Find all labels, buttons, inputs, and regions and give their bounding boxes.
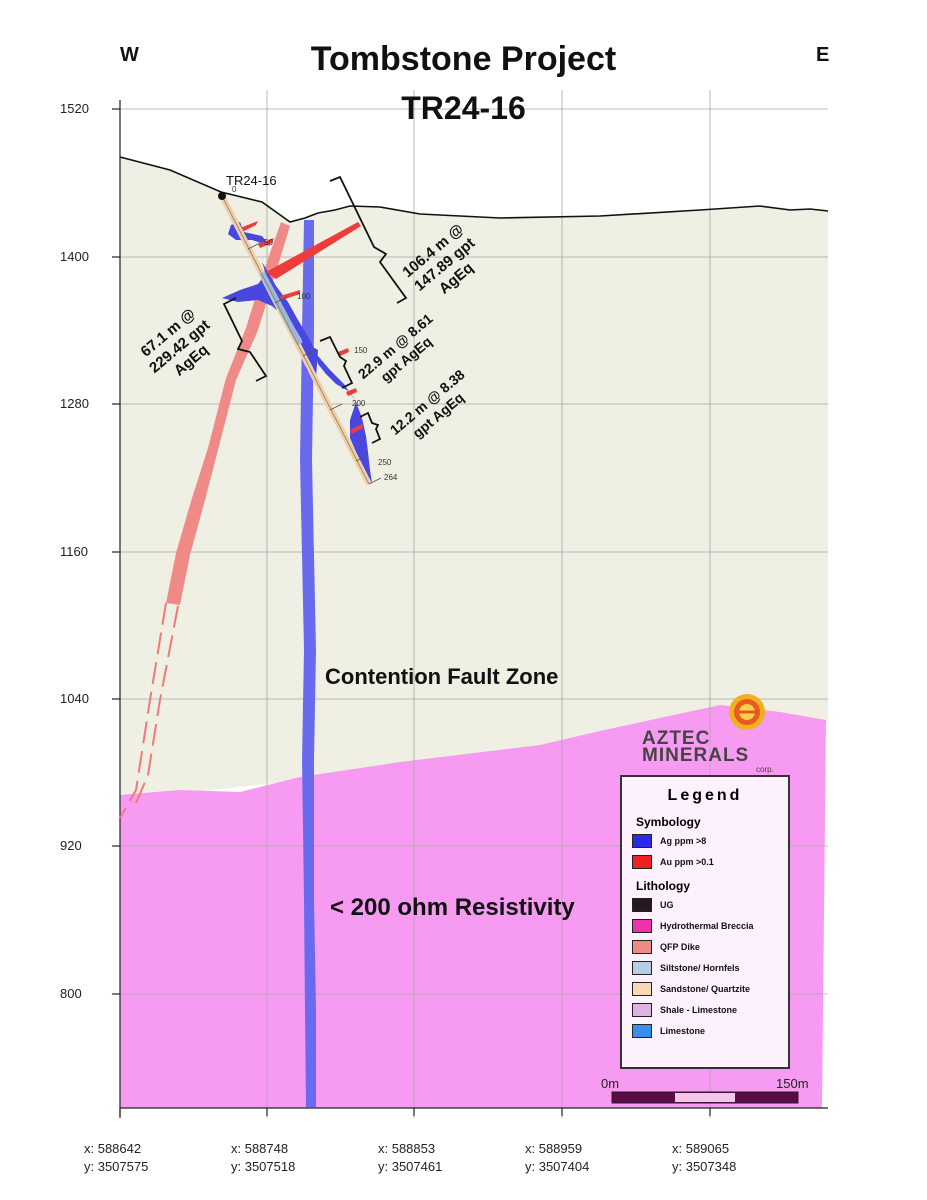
axes — [112, 100, 828, 1118]
legend-item: Hydrothermal Breccia — [632, 918, 788, 933]
legend-swatch — [632, 854, 652, 869]
elevation-label: 1520 — [60, 101, 89, 116]
elevation-label: 1280 — [60, 396, 89, 411]
legend-panel: Legend Symbology Ag ppm >8 Au ppm >0.1 L… — [620, 775, 790, 1069]
fault-zone-label: Contention Fault Zone — [325, 664, 559, 689]
depth-tick-label: 250 — [378, 458, 392, 467]
legend-item: Sandstone/ Quartzite — [632, 981, 788, 996]
aztec-logo: AZTEC MINERALS corp. — [642, 728, 774, 774]
depth-tick-label: 200 — [352, 399, 366, 408]
contention-fault-dike — [300, 220, 316, 1107]
legend-item: Ag ppm >8 — [632, 833, 788, 848]
legend-item: Au ppm >0.1 — [632, 854, 788, 869]
resistivity-label: < 200 ohm Resistivity — [330, 894, 575, 921]
legend-symbology-heading: Symbology — [636, 815, 701, 829]
legend-swatch — [632, 1002, 652, 1017]
elevation-label: 1040 — [60, 691, 89, 706]
legend-item: Limestone — [632, 1023, 788, 1038]
intercept-brackets — [222, 175, 408, 444]
east-label: E — [816, 44, 830, 66]
qfp-dike-projected — [119, 602, 179, 819]
elevation-label: 800 — [60, 986, 82, 1001]
scale-end-label: 150m — [776, 1076, 809, 1091]
legend-item: Shale - Limestone — [632, 1002, 788, 1017]
depth-tick-label: 264 — [384, 473, 398, 482]
legend-swatch — [632, 960, 652, 975]
easting-label: x: 588642 y: 3507575 — [84, 1141, 149, 1174]
legend-swatch — [632, 939, 652, 954]
west-label: W — [120, 44, 139, 66]
legend-lithology-heading: Lithology — [636, 879, 690, 893]
legend-title: Legend — [667, 787, 743, 804]
depth-tick-label: 150 — [354, 346, 368, 355]
easting-label: x: 588748 y: 3507518 — [231, 1141, 296, 1174]
depth-tick-label: 100 — [297, 292, 311, 301]
drillhole-trace — [219, 194, 382, 486]
elevation-label: 920 — [60, 838, 82, 853]
elevation-label: 1160 — [60, 544, 88, 559]
collar-label: TR24-16 — [226, 173, 277, 188]
legend-swatch — [632, 897, 652, 912]
legend-swatch — [632, 918, 652, 933]
legend-item: QFP Dike — [632, 939, 788, 954]
country-rock-zone — [120, 157, 828, 800]
project-title: Tombstone Project — [310, 40, 617, 78]
legend-item: Siltstone/ Hornfels — [632, 960, 788, 975]
aztec-logo-emblem — [729, 694, 765, 730]
elevation-label: 1400 — [60, 249, 89, 264]
topography-line — [119, 156, 829, 223]
au-anomaly — [240, 221, 363, 434]
legend-swatch — [632, 833, 652, 848]
depth-tick-label: 50 — [264, 238, 273, 247]
legend-item: UG — [632, 897, 788, 912]
qfp-dike — [166, 222, 290, 605]
easting-label: x: 589065 y: 3507348 — [672, 1141, 737, 1174]
collar-marker — [218, 192, 226, 200]
hole-title: TR24-16 — [401, 90, 526, 126]
legend-swatch — [632, 1023, 652, 1038]
scale-start-label: 0m — [601, 1076, 620, 1091]
legend-swatch — [632, 981, 652, 996]
scale-bar — [611, 1091, 799, 1104]
depth-tick-label: 0 — [232, 185, 237, 194]
easting-label: x: 588853 y: 3507461 — [378, 1141, 443, 1174]
easting-label: x: 588959 y: 3507404 — [525, 1141, 590, 1174]
